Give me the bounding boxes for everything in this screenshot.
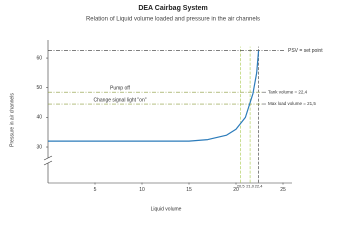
annotation: Tank volume = 22,4 — [268, 89, 308, 94]
axis-break — [43, 160, 53, 166]
x-tick-label: 20 — [233, 187, 239, 193]
chart-subtitle: Relation of Liquid volume loaded and pre… — [86, 17, 260, 23]
annotation: Max load volume = 21,5 — [268, 101, 316, 106]
x-tick-label: 10 — [139, 187, 145, 193]
y-tick-label: 60 — [36, 55, 42, 61]
vline-label: 20,5 — [237, 184, 246, 189]
data-line — [48, 50, 260, 142]
x-tick-label: 25 — [280, 187, 286, 193]
y-tick-label: 30 — [36, 144, 42, 150]
chart-title: DEA Cairbag System — [138, 5, 207, 12]
axis-break — [43, 155, 53, 161]
chart: DEA Cairbag System Relation of Liquid vo… — [9, 5, 323, 212]
page: {"chart_data": {"type": "line", "title":… — [9, 4, 324, 213]
vline-label: 22,4 — [255, 184, 264, 189]
x-axis-label: Liquid volume — [151, 206, 182, 212]
vline-label: 21,0 — [246, 184, 255, 189]
hline-label: PSV = set point — [288, 48, 323, 54]
y-axis-label: Pressure in air channels — [9, 93, 15, 147]
hline-label: Change signal light "on" — [93, 97, 146, 103]
axis-break-gap — [44, 158, 52, 163]
x-tick-label: 15 — [186, 187, 192, 193]
y-tick-label: 40 — [36, 115, 42, 121]
hline-label: Pump off — [110, 85, 131, 91]
x-tick-label: 5 — [94, 187, 97, 193]
y-tick-label: 50 — [36, 85, 42, 91]
